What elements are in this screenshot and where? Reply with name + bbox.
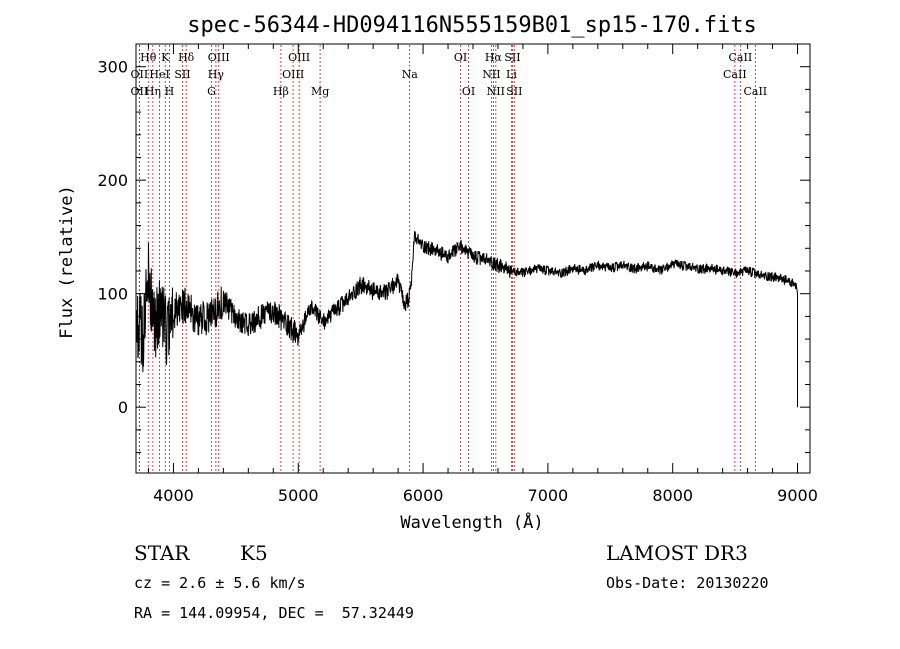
emission-line-label: H [165,85,175,98]
x-tick-label: 8000 [652,486,693,505]
y-tick-label: 100 [97,285,128,304]
emission-line-label: NII [487,85,505,98]
emission-line-label: CaII [729,51,753,64]
survey-name: LAMOST DR3 [606,541,748,565]
object-subclass: K5 [240,541,268,565]
x-tick-label: 4000 [153,486,194,505]
y-tick-label: 200 [97,171,128,190]
emission-line-label: SII [506,85,522,98]
object-class: STAR [134,541,190,565]
x-tick-label: 5000 [278,486,319,505]
emission-line-labels: Hθ OII OII K HeI Hη H Hδ SII OIII Hγ G OIII OIII Hβ Mg N… [131,51,768,98]
y-tick-label: 0 [118,398,128,417]
emission-line-label: Hδ [178,51,195,64]
x-tick-label: 7000 [528,486,569,505]
emission-line-label: OI [454,51,467,64]
emission-line-label: SII [504,51,520,64]
x-tick-label: 9000 [777,486,818,505]
emission-line-label: HeI [149,68,169,81]
emission-line-label: OIII [288,51,310,64]
chart-title: spec-56344-HD094116N555159B01_sp15-170.f… [187,13,757,38]
emission-line-label: Li [506,68,517,81]
obs-date-text: Obs-Date: 20130220 [606,574,769,592]
spectrum-series [136,231,798,408]
emission-line-label: G [207,85,216,98]
y-axis-label: Flux (relative) [57,185,77,339]
emission-line-label: SII [174,68,190,81]
emission-line-label: OII [131,68,149,81]
emission-line-label: OII [131,85,149,98]
emission-line-label: Mg [311,85,329,98]
emission-line-label: CaII [743,85,767,98]
emission-line-label: OIII [208,51,230,64]
emission-line-label: Hθ [140,51,157,64]
emission-line-label: Hβ [273,85,289,98]
emission-line-label: Hα [485,51,503,64]
emission-line-label: CaII [723,68,747,81]
emission-line-label: OIII [282,68,304,81]
emission-line-label: Hγ [208,68,225,81]
spectrum-line [136,231,798,408]
emission-line-label: OI [462,85,475,98]
emission-line-label: K [161,51,170,64]
y-axis-ticks: 0 100 200 300 [97,43,810,454]
redshift-text: cz = 2.6 ± 5.6 km/s [134,574,306,592]
y-tick-label: 300 [97,58,128,77]
x-axis-label: Wavelength (Å) [400,511,543,533]
emission-line-label: NII [482,68,500,81]
emission-line-label: Hη [145,85,161,98]
x-axis-ticks: 4000 5000 6000 7000 8000 9000 [147,44,818,505]
coordinates-text: RA = 144.09954, DEC = 57.32449 [134,604,414,622]
emission-line-label: Na [402,68,419,81]
x-tick-label: 6000 [403,486,444,505]
